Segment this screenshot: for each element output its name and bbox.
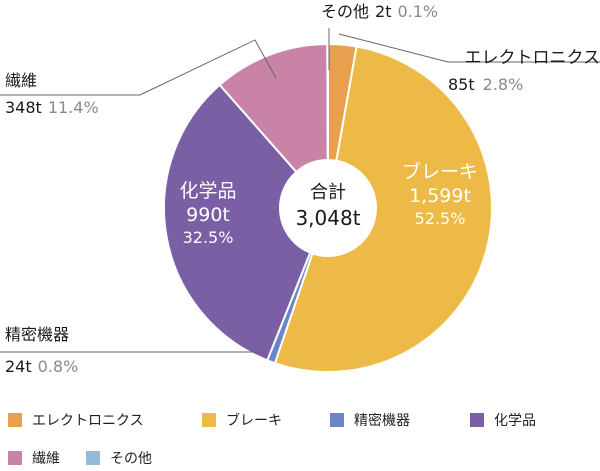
legend-label: エレクトロニクス	[32, 413, 144, 429]
slice-value-3: 24t 0.8%	[5, 357, 78, 376]
center-total: 3,048t	[295, 206, 360, 230]
leader-textile	[0, 39, 277, 96]
legend-label: 化学品	[494, 413, 536, 429]
center-title: 合計	[310, 182, 346, 203]
legend-swatch	[8, 413, 22, 427]
slice-name-1: エレクトロニクス	[465, 48, 600, 68]
legend-item-1: エレクトロニクス	[8, 410, 144, 430]
slice-name-2: ブレーキ	[402, 160, 478, 183]
legend-swatch	[202, 413, 216, 427]
slice-value-5: 348t 11.4%	[5, 98, 99, 117]
legend-label: 繊維	[32, 451, 60, 467]
legend-item-5: 繊維	[8, 448, 60, 468]
slice-4	[163, 83, 312, 362]
slice-2	[273, 45, 493, 373]
slice-label-6: その他 2t 0.1%	[321, 2, 438, 21]
legend-item-4: 化学品	[470, 410, 536, 430]
legend-item-3: 精密機器	[330, 410, 410, 430]
legend-swatch	[470, 413, 484, 427]
legend-label: その他	[110, 451, 152, 467]
slice-name-5: 繊維	[5, 71, 37, 90]
legend-label: ブレーキ	[226, 413, 282, 429]
slice-value-1: 85t 2.8%	[448, 75, 523, 94]
legend-item-6: その他	[86, 448, 152, 468]
slice-percent-2: 52.5%	[415, 209, 466, 228]
legend-label: 精密機器	[354, 413, 410, 429]
legend-swatch	[330, 413, 344, 427]
slice-value-2: 1,599t	[409, 185, 471, 207]
legend-swatch	[86, 451, 100, 465]
legend-item-2: ブレーキ	[202, 410, 282, 430]
slice-6	[326, 42, 329, 162]
slice-percent-4: 32.5%	[183, 228, 234, 247]
slice-name-4: 化学品	[179, 180, 236, 202]
leader-electronics	[338, 33, 600, 63]
legend-swatch	[8, 451, 22, 465]
slice-name-3: 精密機器	[5, 325, 69, 344]
slice-5	[218, 42, 329, 174]
slice-value-4: 990t	[186, 204, 230, 226]
